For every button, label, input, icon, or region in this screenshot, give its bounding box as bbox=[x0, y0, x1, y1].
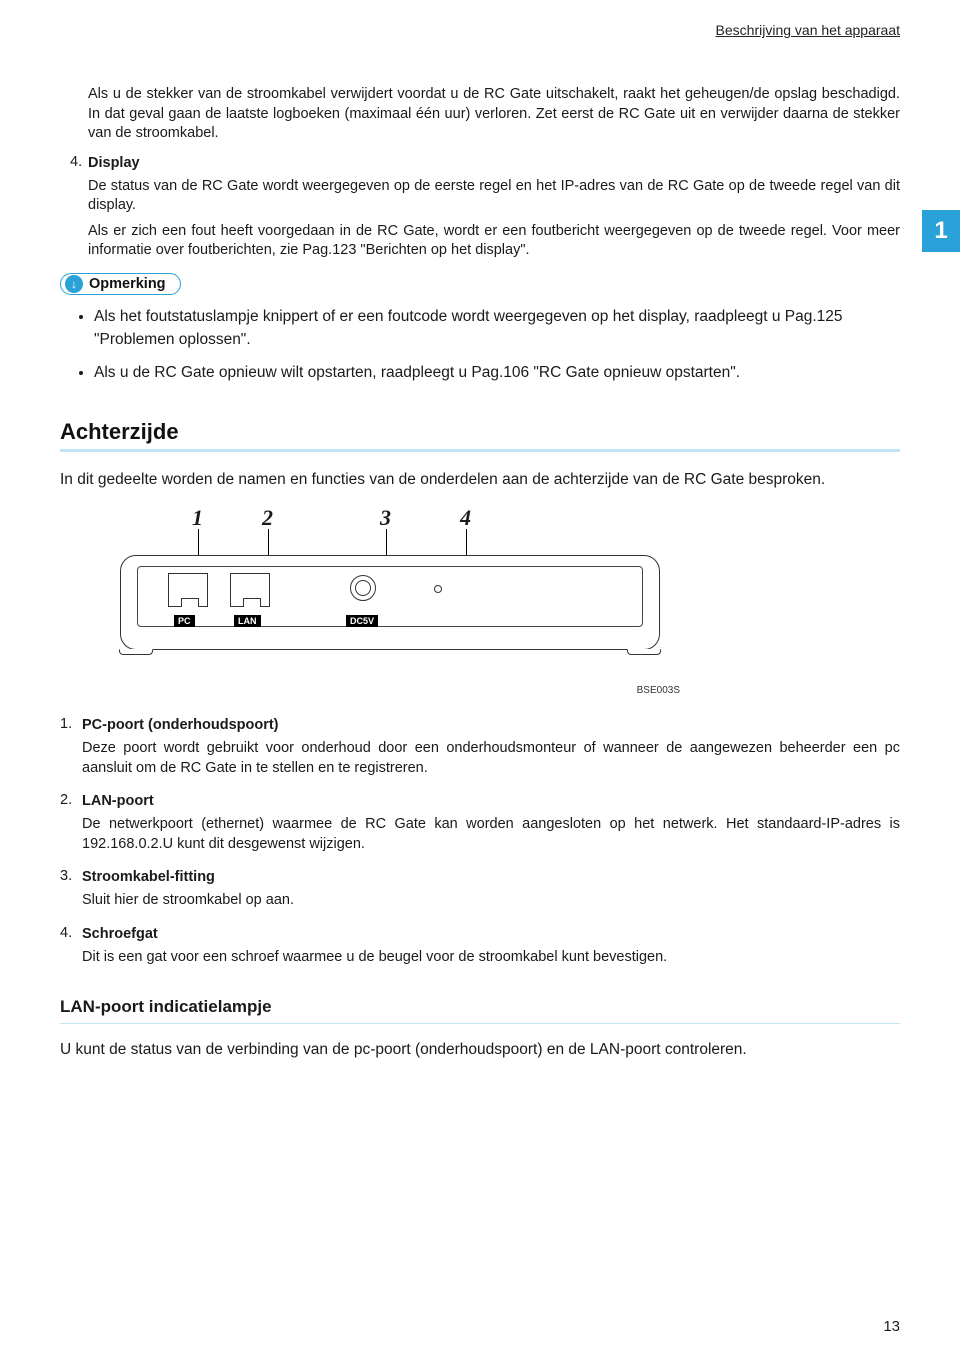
def-title: Schroefgat bbox=[82, 926, 158, 942]
pc-port-icon bbox=[168, 573, 208, 607]
item-desc-1: De status van de RC Gate wordt weergegev… bbox=[88, 177, 900, 216]
section-intro-achterzijde: In dit gedeelte worden de namen en funct… bbox=[60, 468, 900, 491]
device-rear-diagram: 1 2 3 4 PC LAN DC5V bbox=[120, 505, 680, 675]
device-foot-right bbox=[627, 649, 661, 655]
numbered-item-display: 4. Display De status van de RC Gate word… bbox=[88, 154, 900, 261]
def-desc: Dit is een gat voor een schroef waarmee … bbox=[82, 948, 900, 968]
pc-port-label: PC bbox=[174, 615, 195, 627]
item-title: Display bbox=[88, 155, 140, 171]
screw-hole-icon bbox=[434, 585, 442, 593]
section-rule bbox=[60, 449, 900, 452]
def-desc: Deze poort wordt gebruikt voor onderhoud… bbox=[82, 739, 900, 778]
def-desc: Sluit hier de stroomkabel op aan. bbox=[82, 891, 900, 911]
lan-port-label: LAN bbox=[234, 615, 261, 627]
def-num: 2. bbox=[60, 792, 72, 808]
callout-1: 1 bbox=[192, 505, 203, 531]
diagram-code: BSE003S bbox=[60, 685, 680, 696]
dc5v-connector-icon bbox=[350, 575, 376, 601]
def-num: 4. bbox=[60, 925, 72, 941]
def-title: Stroomkabel-fitting bbox=[82, 869, 215, 885]
device-inner-panel: PC LAN DC5V bbox=[137, 566, 643, 627]
sub-heading-lanpoort: LAN-poort indicatielampje bbox=[60, 997, 900, 1017]
intro-paragraph: Als u de stekker van de stroomkabel verw… bbox=[88, 85, 900, 144]
callout-4: 4 bbox=[460, 505, 471, 531]
def-num: 1. bbox=[60, 716, 72, 732]
item-number: 4. bbox=[70, 154, 82, 170]
page-content: Als u de stekker van de stroomkabel verw… bbox=[60, 0, 900, 1062]
sub-rule bbox=[60, 1023, 900, 1024]
note-bullet-list: Als het foutstatuslampje knippert of er … bbox=[94, 305, 900, 385]
def-desc: De netwerkpoort (ethernet) waarmee de RC… bbox=[82, 815, 900, 854]
note-badge: ↓ Opmerking bbox=[60, 273, 181, 295]
def-item-3: 3. Stroomkabel-fitting Sluit hier de str… bbox=[60, 868, 900, 911]
note-bullet-2: Als u de RC Gate opnieuw wilt opstarten,… bbox=[94, 361, 900, 384]
def-item-2: 2. LAN-poort De netwerkpoort (ethernet) … bbox=[60, 792, 900, 854]
device-outline: PC LAN DC5V bbox=[120, 555, 660, 650]
callout-row: 1 2 3 4 bbox=[120, 505, 680, 533]
callout-2: 2 bbox=[262, 505, 273, 531]
def-item-1: 1. PC-poort (onderhoudspoort) Deze poort… bbox=[60, 716, 900, 778]
def-num: 3. bbox=[60, 868, 72, 884]
dc5v-port-label: DC5V bbox=[346, 615, 378, 627]
lan-port-icon bbox=[230, 573, 270, 607]
callout-3: 3 bbox=[380, 505, 391, 531]
note-icon: ↓ bbox=[65, 275, 83, 293]
def-item-4: 4. Schroefgat Dit is een gat voor een sc… bbox=[60, 925, 900, 968]
sub-intro-lanpoort: U kunt de status van de verbinding van d… bbox=[60, 1038, 900, 1061]
definitions-list: 1. PC-poort (onderhoudspoort) Deze poort… bbox=[60, 716, 900, 967]
section-heading-achterzijde: Achterzijde bbox=[60, 419, 900, 445]
item-desc-2: Als er zich een fout heeft voorgedaan in… bbox=[88, 222, 900, 261]
def-title: LAN-poort bbox=[82, 793, 154, 809]
note-label: Opmerking bbox=[89, 276, 166, 292]
chapter-side-tab: 1 bbox=[922, 210, 960, 252]
device-foot-left bbox=[119, 649, 153, 655]
page-header-label: Beschrijving van het apparaat bbox=[716, 22, 900, 38]
def-title: PC-poort (onderhoudspoort) bbox=[82, 717, 279, 733]
note-bullet-1: Als het foutstatuslampje knippert of er … bbox=[94, 305, 900, 352]
page-number: 13 bbox=[883, 1318, 900, 1335]
